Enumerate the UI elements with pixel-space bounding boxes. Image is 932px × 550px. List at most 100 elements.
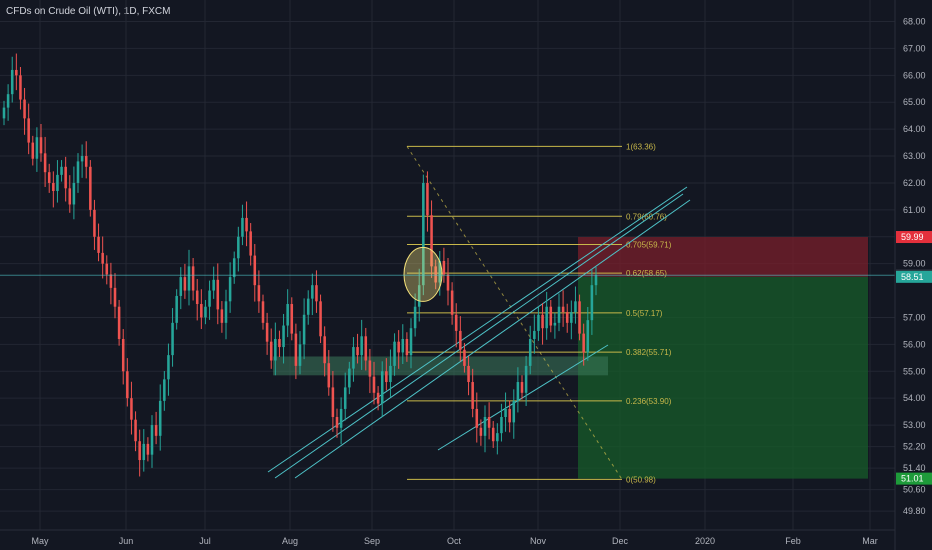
price-tag-target: 51.01 — [896, 472, 932, 485]
candle-body — [565, 312, 569, 323]
candle-body — [249, 231, 252, 256]
candle-body — [335, 417, 339, 428]
candle-body — [491, 427, 495, 442]
price-tag-bg — [896, 472, 932, 485]
candle-body — [39, 137, 43, 154]
candle-body — [352, 347, 355, 369]
candle-body — [578, 301, 581, 334]
candle-body — [89, 166, 92, 210]
time-tick-label: Nov — [530, 536, 547, 546]
candle-body — [31, 142, 35, 159]
candle-body — [224, 301, 228, 323]
candle-body — [200, 304, 203, 318]
time-tick-label: May — [31, 536, 49, 546]
candle-body — [504, 408, 507, 418]
candle-body — [467, 365, 470, 383]
candle-body — [348, 368, 351, 388]
candle-body — [405, 338, 409, 356]
candle-body — [319, 301, 322, 337]
candle-body — [294, 333, 298, 366]
price-tag-bg — [896, 231, 932, 244]
candle-body — [426, 182, 429, 216]
price-axis[interactable]: 68.00 67.00 66.00 65.00 64.00 63.00 62.00 61.00… — [894, 0, 932, 550]
candle-body — [6, 94, 10, 108]
candle-body — [561, 306, 565, 313]
time-tick-label: Feb — [785, 536, 801, 546]
fib-level-label: 0.236(53.90) — [626, 397, 672, 406]
candle-body — [483, 417, 487, 436]
price-tick-label: 66.00 — [903, 70, 926, 80]
candle-body — [179, 277, 183, 296]
candle-body — [570, 312, 573, 323]
support-zone — [273, 356, 608, 376]
chart-title: CFDs on Crude Oil (WTI), 1D, FXCM — [6, 6, 171, 17]
price-tick-label: 63.00 — [903, 151, 926, 161]
candle-body — [15, 69, 18, 76]
price-tick-label: 52.20 — [903, 442, 926, 452]
candle-body — [274, 338, 277, 361]
candle-body — [537, 314, 540, 331]
candle-body — [372, 376, 376, 393]
candle-body — [121, 338, 125, 372]
time-tick-label: Jul — [199, 536, 211, 546]
candle-body — [417, 285, 421, 307]
candle-body — [117, 306, 121, 339]
candle-body — [496, 433, 499, 442]
candle-body — [183, 277, 187, 291]
candle-body — [163, 379, 166, 401]
candle-body — [237, 236, 240, 259]
candle-body — [508, 408, 511, 423]
time-tick-label: Sep — [364, 536, 380, 546]
time-axis[interactable]: May Jun Jul Aug Sep Oct Nov Dec 2020 Feb Mar — [0, 529, 895, 546]
candle-body — [216, 279, 220, 310]
fibonacci-retracement[interactable]: 1(63.36) 0.79(60.76) 0.705(59.71) 0.62(58.6… — [406, 142, 672, 484]
fib-level-label: 1(63.36) — [626, 142, 656, 151]
candle-body — [241, 217, 244, 237]
candle-body — [389, 365, 392, 383]
candle-body — [516, 382, 520, 401]
candle-body — [553, 322, 557, 326]
candle-body — [245, 217, 248, 232]
candle-body — [557, 306, 561, 323]
candle-body — [380, 371, 384, 404]
candle-body — [463, 349, 466, 366]
candle-body — [397, 341, 400, 353]
candle-body — [582, 333, 585, 353]
candle-body — [409, 328, 413, 356]
stop-loss-zone — [578, 237, 868, 277]
candle-body — [290, 304, 294, 334]
candle-body — [360, 336, 363, 356]
price-tick-label: 53.00 — [903, 420, 926, 430]
candle-body — [146, 443, 150, 455]
candle-body — [302, 314, 306, 345]
channel-line — [274, 193, 684, 479]
candle-body — [150, 425, 154, 455]
candle-body — [142, 443, 146, 461]
price-tick-label: 65.00 — [903, 97, 926, 107]
annotations[interactable] — [0, 246, 895, 302]
price-tick-label: 56.00 — [903, 339, 926, 349]
candle-body — [56, 174, 59, 192]
candle-body — [84, 156, 88, 167]
candle-body — [487, 417, 491, 428]
candle-body — [76, 161, 80, 183]
fib-level-label: 0.5(57.17) — [626, 309, 663, 318]
price-tick-label: 61.00 — [903, 205, 926, 215]
candle-body — [261, 301, 265, 323]
price-tick-label: 59.00 — [903, 259, 926, 269]
candle-body — [27, 118, 30, 143]
candle-body — [512, 400, 516, 423]
candle-body — [72, 182, 76, 205]
fib-level-label: 0.382(55.71) — [626, 348, 672, 357]
candle-body — [187, 266, 191, 291]
price-tick-label: 68.00 — [903, 17, 926, 27]
candle-body — [533, 330, 536, 339]
candle-body — [376, 392, 380, 404]
candle-body — [269, 341, 273, 361]
candle-body — [438, 260, 442, 283]
time-tick-label: Aug — [282, 536, 298, 546]
candle-body — [549, 306, 553, 326]
candle-body — [286, 304, 289, 326]
price-tick-label: 55.00 — [903, 366, 926, 376]
